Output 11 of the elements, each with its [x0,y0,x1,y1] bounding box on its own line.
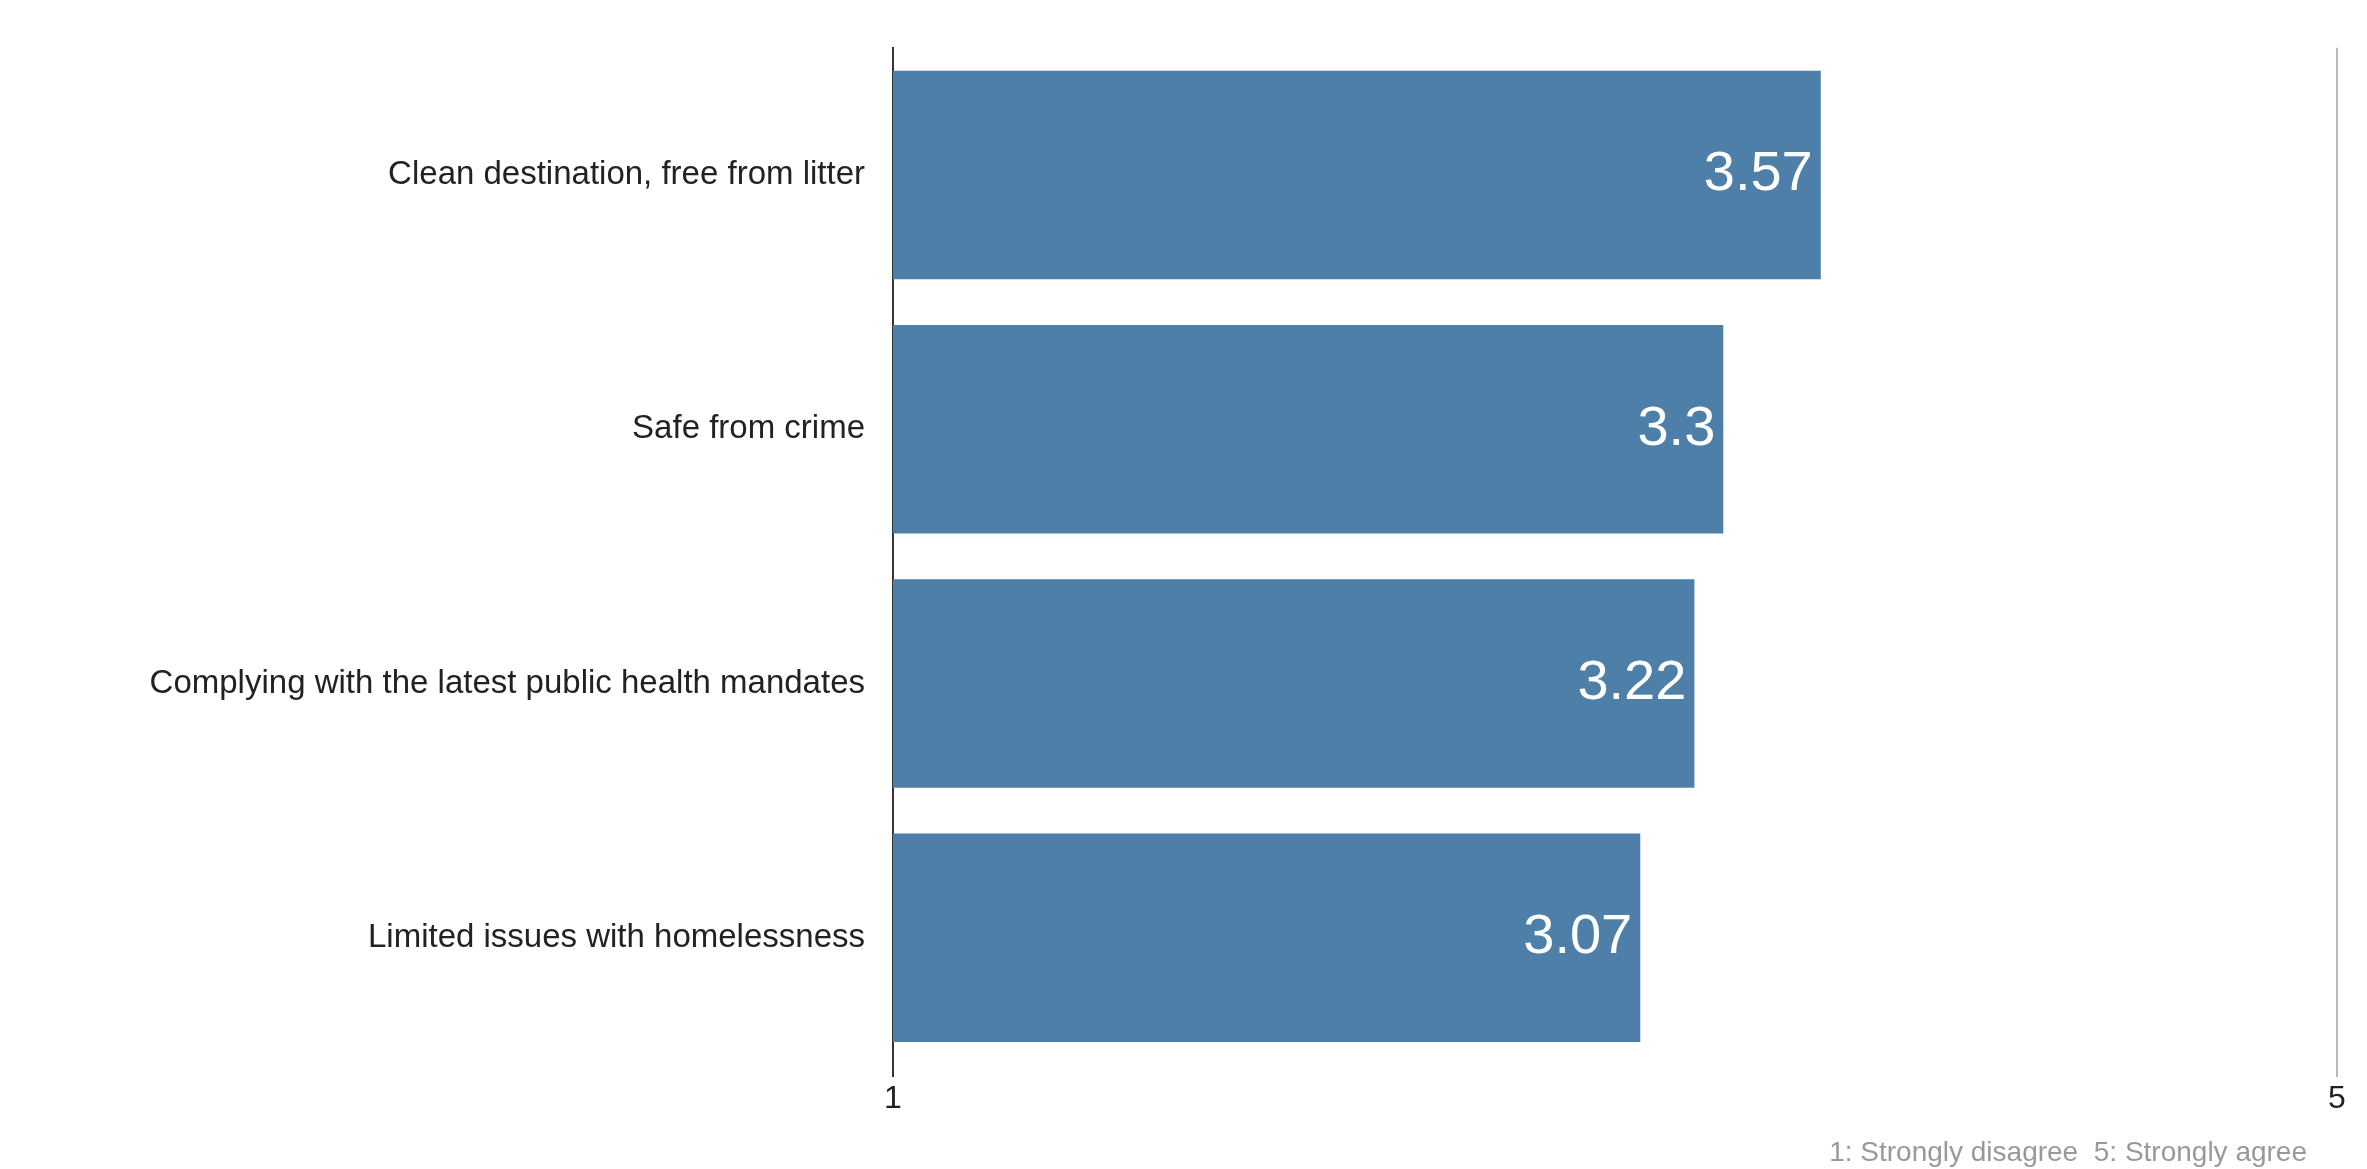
data-label: 3.07 [1523,902,1633,966]
data-label: 3.57 [1703,139,1813,203]
data-label: 3.3 [1637,393,1716,457]
y-tick-label: Clean destination, free from litter [388,154,866,192]
y-tick-label: Complying with the latest public health mandates [149,662,865,700]
data-label: 3.22 [1577,647,1687,711]
text: 1: Strongly disagree 5: Strongly agree [1829,1136,2307,1167]
x-tick-label: 5 [2328,1079,2346,1116]
x-tick-label: 1 [884,1079,902,1116]
y-tick-label: Safe from crime [632,408,865,446]
y-tick-label: Limited issues with homelessness [367,916,865,954]
